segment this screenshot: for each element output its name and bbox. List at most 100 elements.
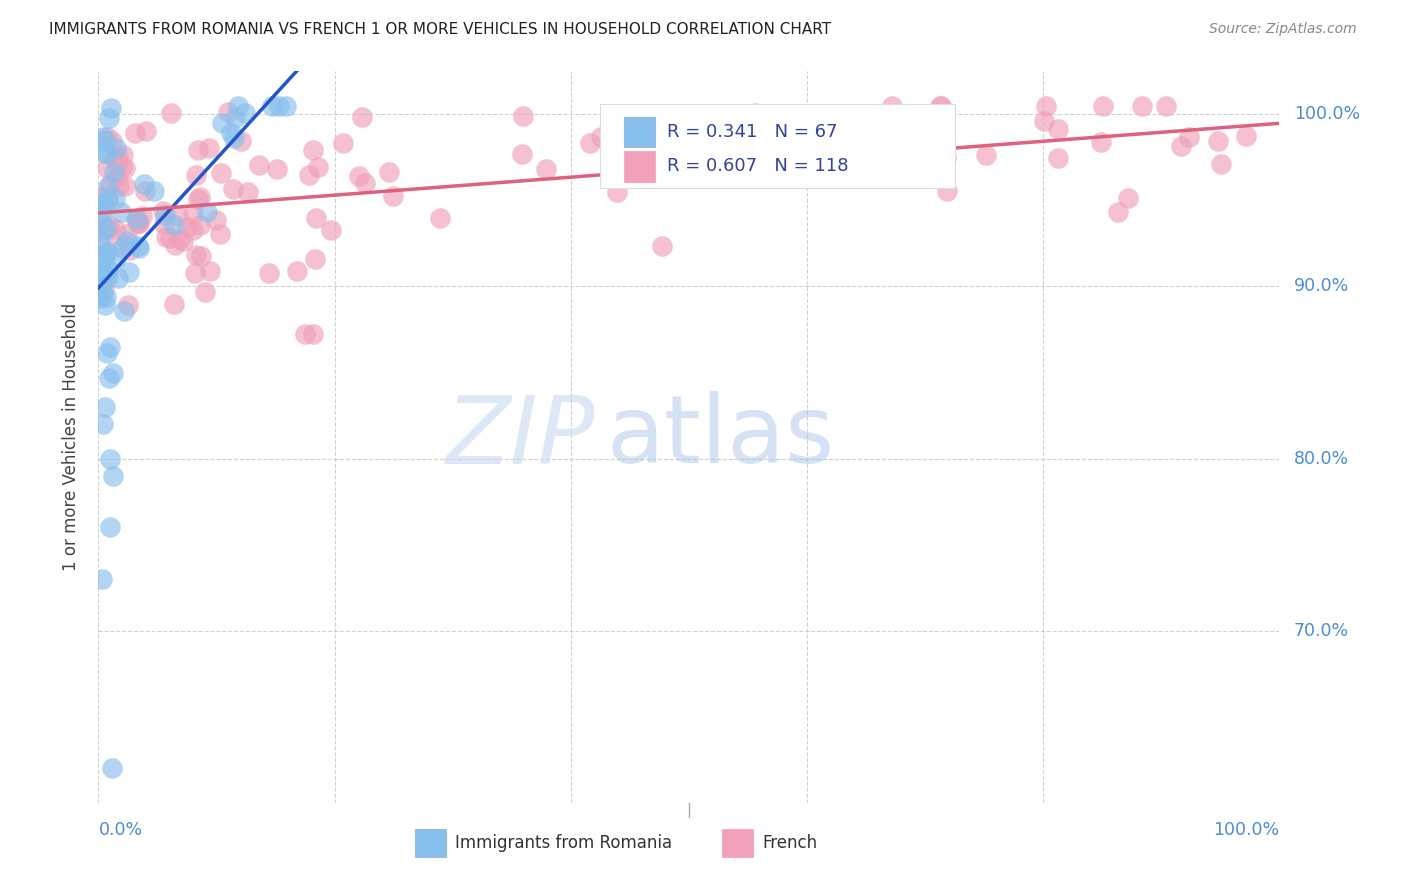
Y-axis label: 1 or more Vehicles in Household: 1 or more Vehicles in Household — [62, 303, 80, 571]
Point — [1118, 191, 1140, 205]
Text: R = 0.341   N = 67: R = 0.341 N = 67 — [666, 123, 837, 141]
Point — [163, 218, 186, 232]
Point — [93, 146, 115, 161]
Point — [128, 216, 150, 230]
Point — [104, 222, 127, 236]
Point — [1170, 139, 1192, 153]
Point — [880, 99, 903, 113]
Point — [304, 252, 326, 267]
Point — [98, 371, 121, 385]
Point — [606, 186, 628, 200]
Point — [100, 101, 122, 115]
Point — [93, 274, 115, 288]
Point — [591, 130, 613, 145]
Point — [737, 166, 759, 180]
Point — [89, 196, 111, 211]
Point — [96, 246, 118, 260]
Point — [231, 134, 253, 148]
Point — [117, 298, 139, 312]
Point — [1154, 99, 1177, 113]
Point — [93, 400, 115, 414]
Point — [91, 197, 114, 211]
Point — [347, 169, 370, 183]
Point — [96, 245, 118, 260]
Point — [262, 99, 284, 113]
FancyBboxPatch shape — [624, 151, 655, 182]
Point — [510, 147, 533, 161]
Point — [285, 263, 308, 277]
Point — [104, 151, 127, 165]
Point — [512, 109, 534, 123]
Point — [111, 160, 134, 174]
Point — [186, 169, 208, 183]
Point — [91, 267, 114, 281]
Point — [101, 134, 124, 148]
Point — [579, 136, 602, 150]
Text: IMMIGRANTS FROM ROMANIA VS FRENCH 1 OR MORE VEHICLES IN HOUSEHOLD CORRELATION CH: IMMIGRANTS FROM ROMANIA VS FRENCH 1 OR M… — [49, 22, 831, 37]
Point — [257, 267, 280, 281]
Point — [1107, 205, 1129, 219]
Point — [127, 216, 149, 230]
Point — [118, 243, 141, 257]
Point — [211, 116, 233, 130]
FancyBboxPatch shape — [624, 117, 655, 147]
Point — [105, 154, 128, 169]
Point — [797, 157, 820, 171]
Point — [93, 189, 115, 203]
Point — [96, 146, 118, 161]
Point — [110, 205, 132, 219]
Point — [128, 241, 150, 255]
Point — [93, 134, 115, 148]
Point — [124, 213, 146, 227]
Point — [91, 286, 114, 301]
Point — [97, 192, 120, 206]
Point — [727, 120, 749, 134]
Point — [98, 451, 121, 466]
Point — [132, 177, 155, 191]
Point — [142, 184, 165, 198]
Point — [107, 150, 129, 164]
Point — [651, 238, 673, 252]
Point — [96, 161, 118, 175]
Point — [93, 248, 115, 262]
Point — [97, 190, 120, 204]
Point — [307, 160, 329, 174]
Point — [217, 105, 239, 120]
Point — [1234, 128, 1257, 143]
Point — [169, 232, 191, 246]
Point — [929, 99, 952, 113]
FancyBboxPatch shape — [600, 104, 955, 188]
Point — [105, 170, 128, 185]
Point — [97, 219, 120, 233]
Point — [155, 230, 177, 244]
Point — [91, 417, 114, 432]
Point — [101, 366, 124, 380]
Point — [98, 177, 121, 191]
Point — [1092, 99, 1115, 113]
Point — [97, 222, 120, 236]
Point — [107, 271, 129, 285]
Text: R = 0.607   N = 118: R = 0.607 N = 118 — [666, 158, 848, 176]
Point — [332, 136, 354, 150]
Point — [97, 263, 120, 277]
Point — [222, 131, 245, 145]
Point — [534, 162, 557, 177]
Point — [1178, 130, 1201, 145]
Point — [104, 192, 127, 206]
Text: Immigrants from Romania: Immigrants from Romania — [456, 834, 672, 852]
Point — [152, 203, 174, 218]
Point — [1032, 114, 1054, 128]
Point — [172, 234, 194, 248]
Point — [1211, 157, 1233, 171]
Point — [354, 177, 377, 191]
Point — [198, 264, 221, 278]
Point — [91, 572, 114, 586]
Point — [97, 269, 120, 284]
Point — [98, 111, 121, 125]
Point — [103, 468, 125, 483]
Point — [378, 164, 401, 178]
Point — [115, 227, 138, 241]
Point — [91, 202, 114, 217]
Point — [135, 123, 157, 137]
Text: 80.0%: 80.0% — [1294, 450, 1348, 467]
